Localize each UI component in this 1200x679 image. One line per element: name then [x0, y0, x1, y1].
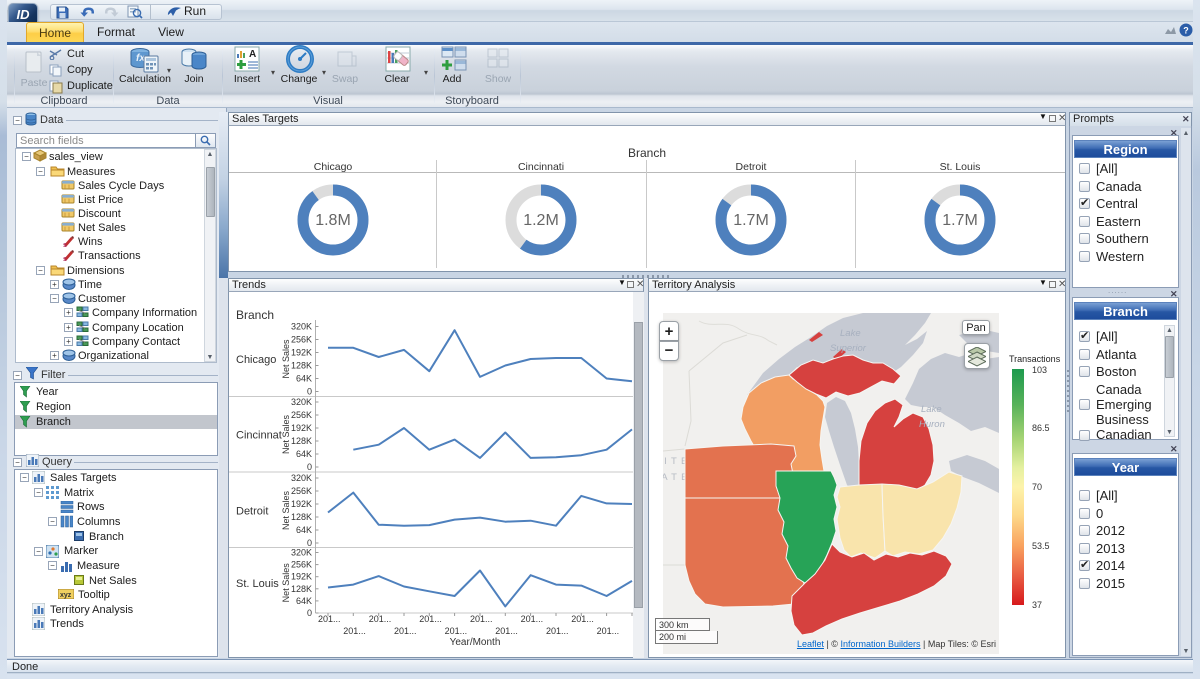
svg-text:Net Sales: Net Sales: [281, 339, 291, 379]
svg-text:320K: 320K: [291, 473, 312, 483]
svg-text:201...: 201...: [470, 614, 493, 624]
svg-text:Net Sales: Net Sales: [281, 563, 291, 603]
svg-text:Cincinnat: Cincinnat: [236, 430, 282, 442]
svg-text:xyz: xyz: [60, 592, 72, 599]
svg-text:1.2M: 1.2M: [523, 212, 559, 229]
svg-text:128K: 128K: [291, 361, 312, 371]
svg-text:128K: 128K: [291, 584, 312, 594]
svg-text:128K: 128K: [291, 436, 312, 446]
svg-text:192K: 192K: [291, 499, 312, 509]
svg-text:192K: 192K: [291, 423, 312, 433]
svg-text:Chicago: Chicago: [236, 354, 276, 366]
svg-text:UNITED: UNITED: [663, 456, 703, 467]
svg-text:201...: 201...: [495, 626, 518, 636]
svg-text:Net Sales: Net Sales: [281, 490, 291, 530]
svg-text:64K: 64K: [296, 525, 312, 535]
svg-text:192K: 192K: [291, 572, 312, 582]
svg-text:201...: 201...: [597, 626, 620, 636]
svg-text:0: 0: [307, 608, 312, 618]
svg-text:1.8M: 1.8M: [315, 212, 351, 229]
svg-text:St. Louis: St. Louis: [236, 578, 279, 590]
svg-text:?: ?: [1183, 26, 1189, 36]
svg-text:Superior: Superior: [830, 343, 867, 354]
svg-text:201...: 201...: [419, 614, 442, 624]
svg-text:Lake: Lake: [921, 404, 942, 415]
svg-text:fx: fx: [136, 53, 145, 64]
svg-text:128K: 128K: [291, 512, 312, 522]
svg-text:256K: 256K: [291, 486, 312, 496]
svg-text:0: 0: [307, 538, 312, 548]
svg-text:TATES: TATES: [663, 472, 702, 483]
svg-text:320K: 320K: [291, 397, 312, 407]
svg-text:201...: 201...: [546, 626, 569, 636]
svg-text:256K: 256K: [291, 560, 312, 570]
svg-text:1.7M: 1.7M: [733, 212, 769, 229]
svg-text:201...: 201...: [571, 614, 594, 624]
svg-text:256K: 256K: [291, 410, 312, 420]
svg-text:Huron: Huron: [919, 419, 945, 430]
svg-text:201...: 201...: [369, 614, 392, 624]
svg-text:201...: 201...: [318, 614, 341, 624]
svg-text:Year/Month: Year/Month: [450, 637, 501, 648]
svg-text:s: s: [63, 256, 67, 261]
svg-text:Net Sales: Net Sales: [281, 414, 291, 454]
svg-text:64K: 64K: [296, 374, 312, 384]
svg-text:Lake: Lake: [840, 328, 861, 339]
svg-text:Detroit: Detroit: [236, 506, 268, 518]
svg-text:0: 0: [307, 462, 312, 472]
svg-text:1.7M: 1.7M: [942, 212, 978, 229]
svg-text:A: A: [249, 49, 256, 60]
svg-text:320K: 320K: [291, 322, 312, 332]
svg-text:64K: 64K: [296, 449, 312, 459]
svg-text:201...: 201...: [445, 626, 468, 636]
svg-text:201...: 201...: [521, 614, 544, 624]
svg-text:320K: 320K: [291, 548, 312, 558]
svg-text:64K: 64K: [296, 596, 312, 606]
svg-text:0: 0: [307, 387, 312, 397]
svg-text:192K: 192K: [291, 348, 312, 358]
svg-text:s: s: [63, 242, 67, 247]
svg-text:201...: 201...: [394, 626, 417, 636]
svg-text:256K: 256K: [291, 335, 312, 345]
svg-text:201...: 201...: [343, 626, 366, 636]
